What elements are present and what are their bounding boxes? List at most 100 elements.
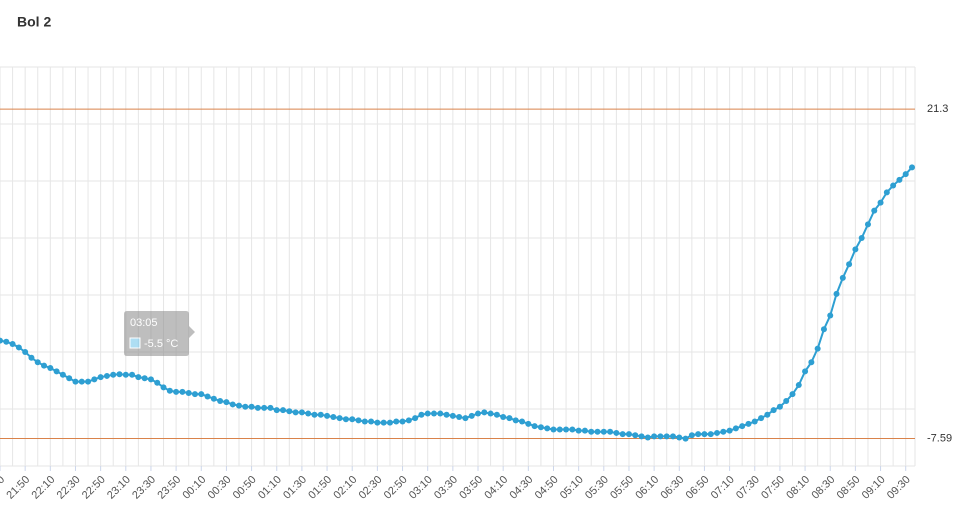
data-point (468, 412, 475, 419)
data-point (374, 419, 381, 426)
data-point (827, 312, 834, 319)
data-point (15, 344, 22, 351)
data-point (688, 432, 695, 439)
data-point (846, 261, 853, 268)
data-point (129, 371, 136, 378)
data-point (273, 407, 280, 414)
data-point (399, 418, 406, 425)
data-point (236, 402, 243, 409)
chart-title: Bol 2 (17, 14, 51, 30)
data-point (588, 428, 595, 435)
data-point (53, 368, 60, 375)
data-point (909, 164, 915, 171)
data-point (66, 375, 73, 382)
data-point (613, 429, 620, 436)
data-point (78, 378, 85, 385)
x-tick-label: 00:30 (206, 474, 234, 502)
data-point (405, 417, 412, 424)
data-point (745, 420, 752, 427)
data-point (355, 417, 362, 424)
x-tick-label: 05:50 (608, 474, 636, 502)
tooltip-title: 03:05 (130, 317, 158, 329)
data-point (286, 408, 293, 415)
tooltip-marker (129, 337, 141, 349)
data-point (267, 404, 274, 411)
data-point (3, 338, 10, 345)
x-tick-label: 22:30 (55, 474, 83, 502)
data-point (412, 415, 419, 422)
x-tick-label: 02:30 (357, 474, 385, 502)
data-point (298, 409, 305, 416)
data-point (97, 374, 104, 381)
data-point (248, 403, 255, 410)
x-tick-label: 09:30 (885, 474, 913, 502)
data-point (456, 413, 463, 420)
data-point (676, 434, 683, 441)
data-point (663, 433, 670, 440)
x-tick-label: 04:30 (508, 474, 536, 502)
data-point (103, 372, 110, 379)
data-point (506, 415, 513, 422)
data-point (569, 426, 576, 433)
data-point (701, 431, 708, 438)
x-tick-label: 06:30 (659, 474, 687, 502)
data-point (393, 418, 400, 425)
x-tick-label: 00:50 (231, 474, 259, 502)
data-point (531, 423, 538, 430)
data-point (594, 428, 601, 435)
data-point (9, 341, 16, 348)
data-point (72, 378, 79, 385)
data-point (682, 435, 689, 442)
data-point (839, 274, 846, 281)
data-point (525, 420, 532, 427)
x-tick-label: 01:10 (256, 474, 284, 502)
data-point (85, 378, 92, 385)
data-point (185, 390, 192, 397)
data-point (368, 418, 375, 425)
data-point (751, 418, 758, 425)
data-point (858, 235, 865, 241)
data-point (871, 207, 878, 214)
x-tick-label: 03:10 (407, 474, 435, 502)
data-point (166, 387, 173, 394)
x-tick-label: 07:50 (759, 474, 787, 502)
data-point (210, 395, 217, 402)
data-point (217, 398, 224, 405)
data-point (242, 403, 249, 410)
data-point (135, 374, 142, 381)
data-point (758, 415, 765, 422)
data-point (808, 359, 815, 366)
data-point (280, 407, 287, 414)
data-point (864, 221, 871, 228)
data-point (462, 415, 469, 422)
data-point (443, 411, 450, 418)
x-tick-label: 07:10 (709, 474, 737, 502)
data-point (632, 432, 639, 439)
data-point (619, 431, 626, 438)
data-point (424, 410, 431, 417)
data-point (720, 428, 727, 435)
tooltip-label: -5.5 °C (144, 338, 178, 350)
data-point (896, 176, 903, 183)
data-point (638, 433, 645, 440)
data-point (122, 371, 129, 378)
data-point (714, 429, 721, 436)
data-point (449, 412, 456, 419)
data-point (336, 415, 343, 422)
data-point (764, 411, 771, 418)
data-point (475, 410, 482, 417)
plot-line-label: 21.3 (927, 103, 948, 115)
data-point (229, 401, 236, 408)
data-point (437, 410, 444, 417)
tooltip: 03:05 -5.5 °C (124, 311, 195, 356)
data-point (789, 391, 796, 398)
series-line (0, 166, 913, 440)
x-tick-label: 21:50 (4, 474, 32, 502)
data-point (204, 393, 211, 400)
data-point (418, 411, 425, 418)
data-point (852, 246, 859, 253)
data-point (537, 424, 544, 431)
data-point (41, 362, 48, 369)
data-point (430, 410, 437, 417)
